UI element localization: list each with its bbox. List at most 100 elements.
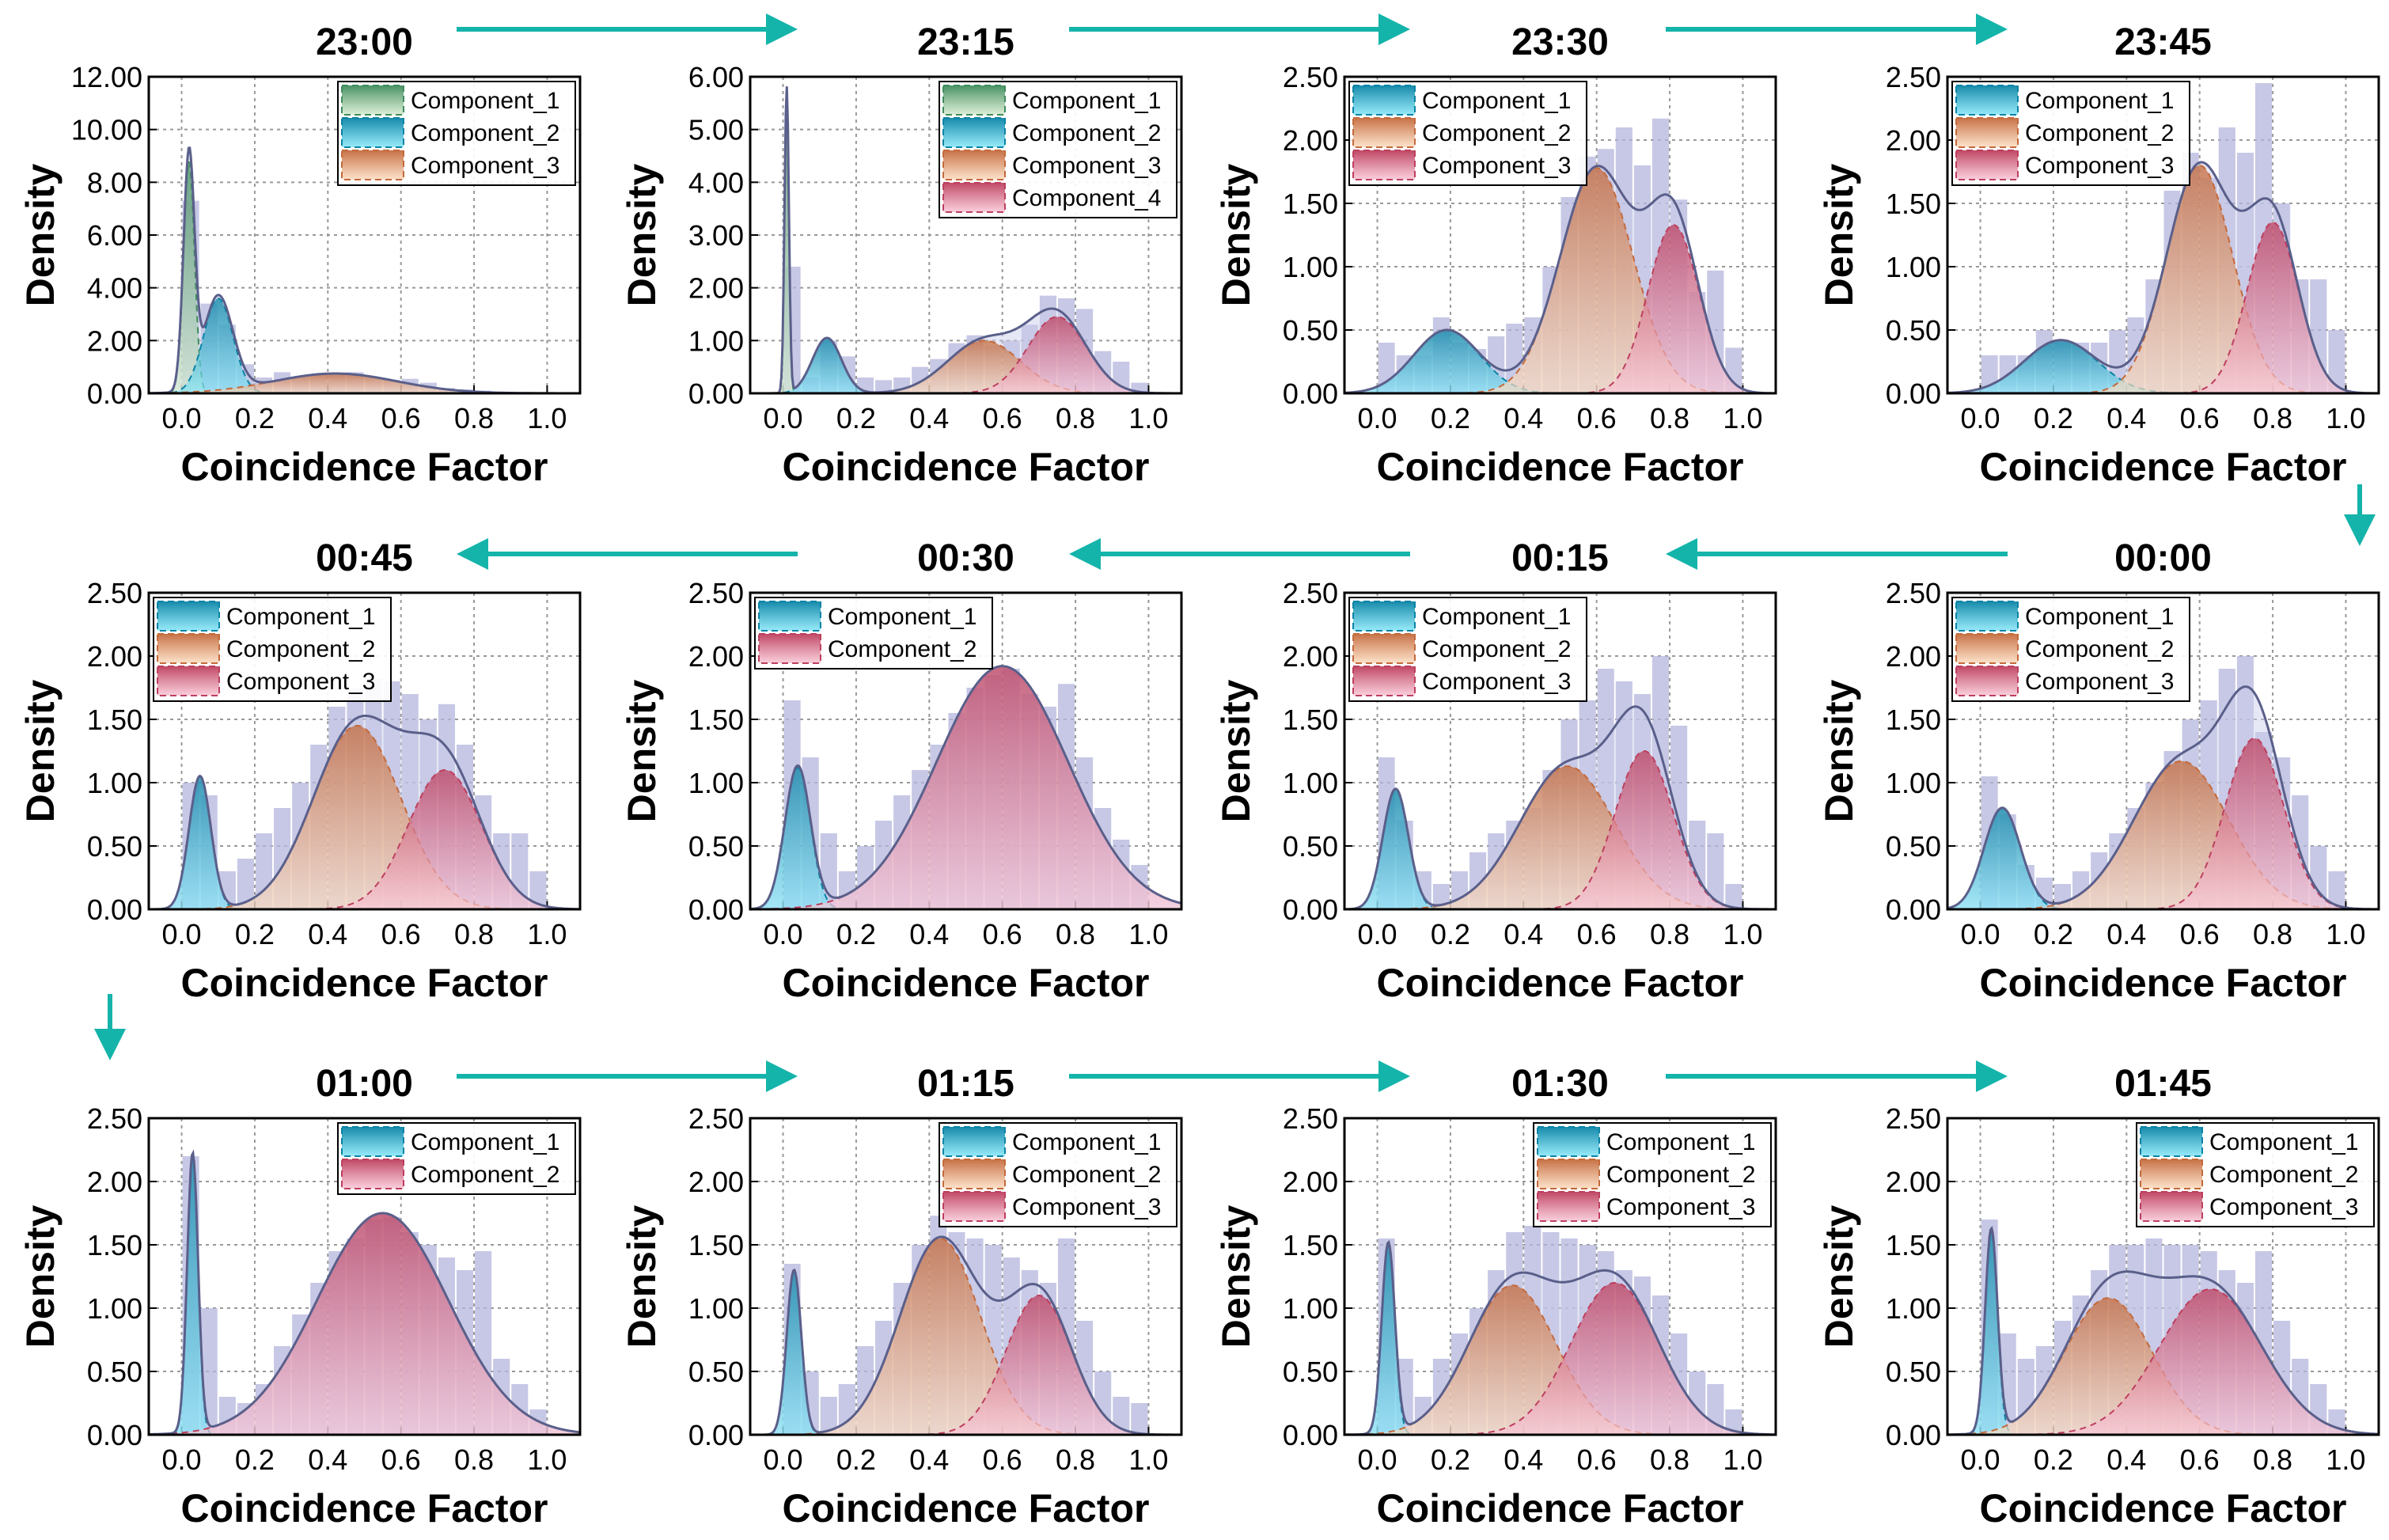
component-area-component_2 — [1344, 766, 1776, 909]
chart-panel-0000: 00:00 0.0 0.2 0.4 0.6 0.8 1.0 0.00 0.50 1.00 1.50 2… — [1817, 537, 2380, 1005]
legend-label: Component_2 — [411, 1162, 559, 1188]
x-tick-label: 0.4 — [2106, 918, 2146, 950]
component-area-component_2 — [149, 1213, 580, 1435]
y-axis-label: Density — [1214, 1205, 1258, 1348]
legend-swatch — [942, 182, 1006, 213]
flow-arrow — [1666, 1060, 2008, 1092]
histogram-bar — [2328, 871, 2345, 909]
component-area-component_3 — [149, 374, 580, 393]
legend-label: Component_1 — [1012, 88, 1161, 114]
x-tick-label: 0.2 — [2034, 1443, 2073, 1476]
x-tick-label: 0.2 — [2034, 402, 2073, 434]
legend: Component_1 Component_2 Component_3 — [1348, 81, 1587, 186]
chart-title: 00:00 — [2114, 537, 2212, 579]
legend-label: Component_2 — [2209, 1162, 2358, 1188]
legend-label: Component_1 — [1606, 1129, 1755, 1155]
y-tick-label: 0.00 — [688, 377, 744, 410]
y-tick-label: 1.50 — [1283, 188, 1338, 220]
y-tick-label: 10.00 — [71, 114, 142, 146]
x-tick-label: 0.6 — [2180, 402, 2220, 434]
component-outline-component_2 — [149, 298, 580, 393]
y-tick-label: 6.00 — [87, 219, 142, 252]
y-tick-label: 2.00 — [1283, 1166, 1338, 1198]
y-tick-label: 2.00 — [1283, 640, 1338, 673]
total-density-curve — [149, 715, 580, 909]
arrow-head-icon — [766, 1060, 798, 1092]
x-tick-label: 0.0 — [1961, 402, 2000, 434]
plot-area — [149, 146, 580, 393]
y-axis-label: Density — [1214, 164, 1258, 307]
legend-label: Component_2 — [2025, 120, 2174, 146]
y-tick-label: 2.50 — [1283, 61, 1338, 93]
x-tick-label: 0.2 — [2034, 918, 2073, 950]
y-tick-label: 0.00 — [87, 1419, 142, 1451]
legend-label: Component_3 — [1012, 1194, 1161, 1220]
plot-frame — [1343, 1117, 1777, 1436]
y-tick-label: 4.00 — [688, 166, 744, 199]
legend-swatch — [942, 1191, 1006, 1222]
x-tick-label: 0.4 — [909, 1443, 949, 1476]
total-density-curve — [1947, 685, 2379, 909]
component-area-component_1 — [1344, 789, 1776, 909]
legend-swatch — [942, 150, 1006, 180]
legend-swatch — [341, 85, 404, 116]
chart-panel-2315: 23:15 0.0 0.2 0.4 0.6 0.8 1.0 0.00 1.00 2.00 3.00 4… — [620, 21, 1183, 489]
arrow-head-icon — [94, 1029, 126, 1060]
legend-swatch — [341, 117, 404, 148]
legend: Component_1 Component_2 — [337, 1122, 576, 1195]
component-area-component_1 — [1947, 339, 2379, 393]
legend-label: Component_1 — [2209, 1129, 2358, 1155]
component-outline-component_2 — [750, 665, 1181, 909]
y-tick-label: 0.00 — [87, 893, 142, 926]
legend-label: Component_3 — [1422, 669, 1571, 695]
x-tick-label: 0.2 — [1431, 1443, 1470, 1476]
x-tick-label: 0.2 — [1431, 918, 1470, 950]
y-axis-label: Density — [1817, 164, 1861, 307]
y-tick-label: 0.50 — [688, 830, 744, 863]
chart-title: 01:15 — [917, 1063, 1014, 1105]
component-outline-component_3 — [1344, 749, 1776, 909]
legend: Component_1 Component_2 Component_3 — [939, 1122, 1177, 1227]
chart-title: 01:30 — [1511, 1063, 1609, 1105]
y-tick-label: 2.00 — [688, 640, 744, 673]
y-axis-label: Density — [620, 1205, 664, 1348]
component-area-component_3 — [1344, 1283, 1776, 1435]
x-tick-label: 0.4 — [2106, 402, 2146, 434]
x-tick-label: 0.8 — [1650, 918, 1689, 950]
x-tick-label: 0.2 — [836, 1443, 876, 1476]
plot-area — [149, 678, 580, 909]
x-tick-label: 0.4 — [1504, 402, 1543, 434]
y-tick-label: 2.00 — [1283, 124, 1338, 157]
arrow-head-icon — [1666, 538, 1697, 570]
component-area-component_1 — [149, 1156, 580, 1435]
plot-area — [1947, 83, 2379, 393]
y-tick-label: 4.00 — [87, 272, 142, 305]
panels: 23:00 0.0 0.2 0.4 0.6 0.8 1.0 0.00 2.00 4.00 6.00 8… — [18, 21, 2380, 1531]
y-tick-label: 3.00 — [688, 219, 744, 252]
y-tick-label: 1.50 — [1886, 704, 1941, 736]
chart-panel-0030: 00:30 0.0 0.2 0.4 0.6 0.8 1.0 0.00 0.50 1.00 1.50 2… — [620, 537, 1183, 1005]
legend-swatch — [2140, 1191, 2203, 1222]
component-outline-component_3 — [1947, 737, 2379, 909]
plot-frame — [1946, 591, 2380, 911]
legend-swatch — [1955, 150, 2019, 180]
component-area-component_2 — [1947, 761, 2379, 909]
plot-frame — [749, 75, 1183, 395]
x-tick-label: 0.8 — [1650, 1443, 1689, 1476]
y-tick-label: 0.00 — [1283, 377, 1338, 410]
arrow-head-icon — [1378, 1060, 1410, 1092]
flow-arrow — [94, 994, 126, 1060]
component-area-component_2 — [1947, 1298, 2379, 1435]
legend-label: Component_2 — [1422, 636, 1571, 662]
component-area-component_1 — [1947, 808, 2379, 909]
chart-title: 00:45 — [316, 537, 413, 579]
plot-area — [750, 86, 1181, 393]
x-tick-label: 0.0 — [1961, 1443, 2000, 1476]
y-tick-label: 0.00 — [1886, 377, 1941, 410]
legend-swatch — [1352, 666, 1416, 696]
legend-label: Component_1 — [1012, 1129, 1161, 1155]
y-tick-label: 1.50 — [87, 1229, 142, 1261]
total-density-curve — [750, 86, 1181, 393]
component-area-component_2 — [149, 726, 580, 909]
legend-label: Component_3 — [1606, 1194, 1755, 1220]
